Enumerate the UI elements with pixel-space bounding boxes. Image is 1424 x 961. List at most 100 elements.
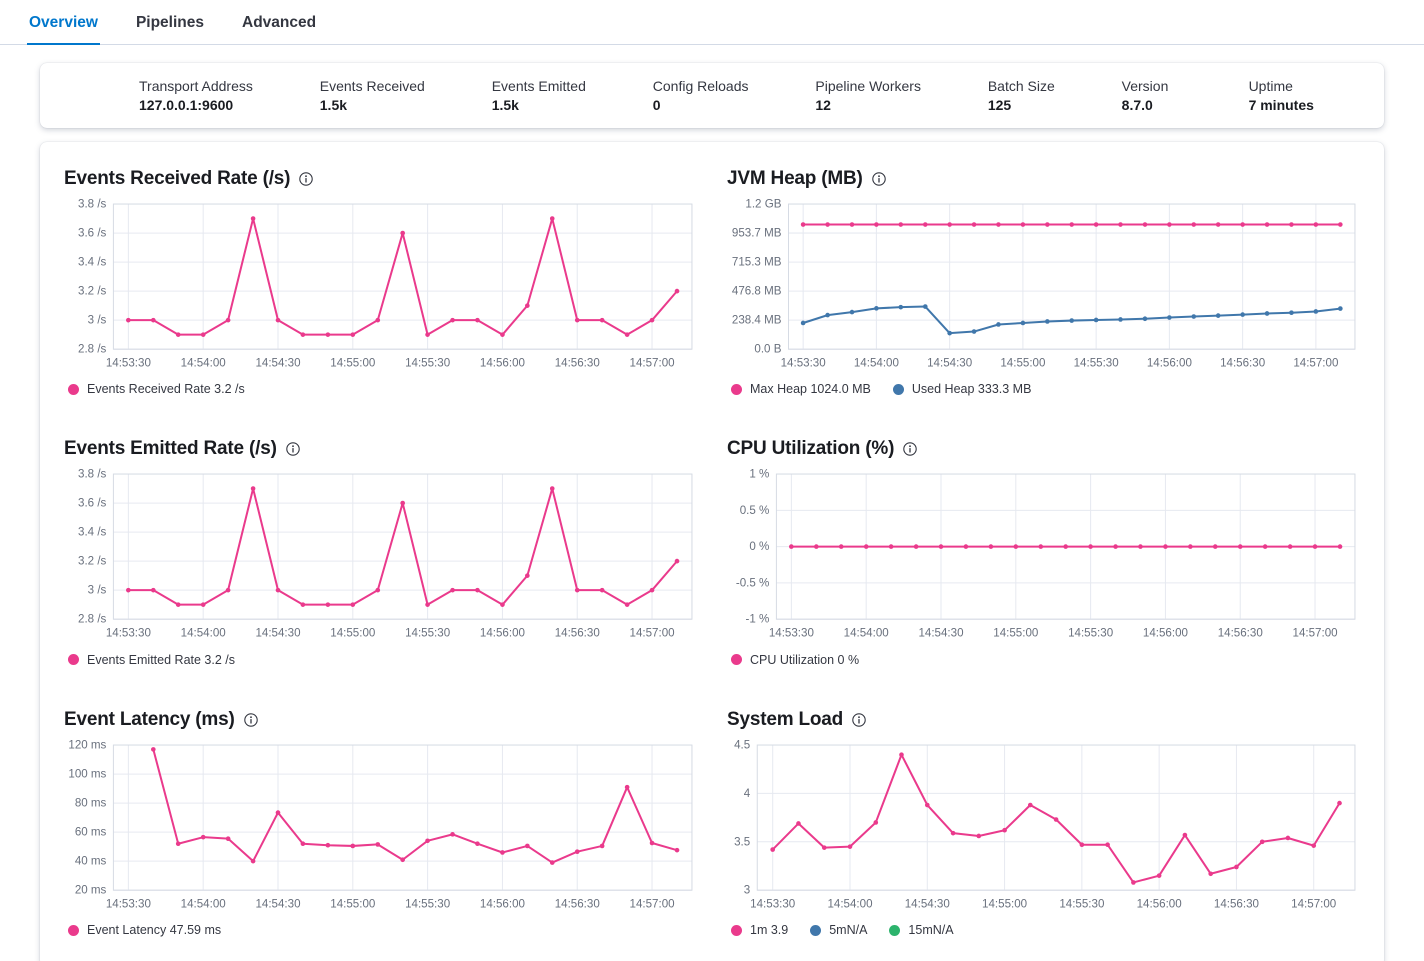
svg-text:3 /s: 3 /s bbox=[88, 315, 107, 327]
chart-cpu-utilization: CPU Utilization (%) -1 % -0.5 % 0 % 0.5 % 1 %… bbox=[727, 438, 1360, 667]
legend-label: 5mN/A bbox=[829, 923, 868, 938]
stat-label: Pipeline Workers bbox=[815, 78, 921, 94]
legend-series-dot bbox=[731, 654, 742, 666]
stat-label: Version bbox=[1121, 78, 1169, 94]
legend-series-dot bbox=[68, 383, 79, 395]
svg-text:14:56:00: 14:56:00 bbox=[1143, 628, 1188, 640]
chart-legend: Event Latency 47.59 ms bbox=[64, 923, 697, 937]
stat-uptime: Uptime 7 minutes bbox=[1249, 78, 1314, 113]
svg-text:14:54:00: 14:54:00 bbox=[181, 628, 226, 640]
svg-text:2.8 /s: 2.8 /s bbox=[78, 614, 107, 626]
chart-title-row: JVM Heap (MB) bbox=[727, 168, 1360, 190]
chart-title: System Load bbox=[727, 708, 844, 730]
legend-item[interactable]: Events Emitted Rate 3.2 /s bbox=[68, 653, 235, 667]
stat-value: 7 minutes bbox=[1248, 97, 1314, 113]
tab-bar: Overview Pipelines Advanced bbox=[0, 0, 1424, 45]
svg-text:3.4 /s: 3.4 /s bbox=[78, 257, 107, 269]
legend-series-dot bbox=[810, 924, 822, 936]
chart-events-received-rate-s: Events Received Rate (/s) 2.8 /s 3 /s 3.2 /… bbox=[64, 168, 697, 396]
chart-legend: 1m 3.9 5mN/A 15mN/A bbox=[727, 923, 1360, 937]
info-icon[interactable] bbox=[871, 172, 886, 186]
svg-text:14:56:00: 14:56:00 bbox=[480, 898, 525, 910]
stat-events-emitted: Events Emitted 1.5k bbox=[492, 78, 586, 113]
stat-events-received: Events Received 1.5k bbox=[320, 78, 425, 113]
stat-value: 125 bbox=[987, 97, 1012, 113]
stat-label: Events Received bbox=[319, 78, 425, 94]
chart-plot[interactable]: 2.8 /s 3 /s 3.2 /s 3.4 /s 3.6 /s 3.8 /s 14:53:… bbox=[64, 468, 697, 645]
legend-series-dot bbox=[892, 383, 904, 395]
chart-plot[interactable]: 0.0 B 238.4 MB 476.8 MB 715.3 MB 953.7 MB 1.2… bbox=[727, 198, 1360, 375]
svg-text:3.8 /s: 3.8 /s bbox=[78, 469, 107, 481]
legend-series-dot bbox=[68, 924, 79, 936]
legend-item[interactable]: 15mN/A bbox=[889, 923, 954, 938]
svg-text:14:55:30: 14:55:30 bbox=[1068, 628, 1113, 640]
tab-pipelines[interactable]: Pipelines bbox=[135, 14, 204, 31]
svg-text:14:55:00: 14:55:00 bbox=[1000, 357, 1045, 369]
svg-text:60 ms: 60 ms bbox=[75, 826, 107, 838]
svg-text:0 %: 0 % bbox=[749, 542, 769, 554]
svg-text:14:53:30: 14:53:30 bbox=[781, 357, 826, 369]
svg-text:14:53:30: 14:53:30 bbox=[106, 357, 151, 369]
tab-advanced[interactable]: Advanced bbox=[242, 14, 317, 31]
svg-text:14:56:30: 14:56:30 bbox=[555, 357, 600, 369]
stat-value: 8.7.0 bbox=[1121, 97, 1153, 113]
stat-label: Batch Size bbox=[987, 78, 1055, 94]
stat-config-reloads: Config Reloads 0 bbox=[653, 78, 749, 113]
legend-label: Event Latency 47.59 ms bbox=[87, 923, 222, 938]
svg-text:14:55:00: 14:55:00 bbox=[330, 357, 375, 369]
legend-label: 15mN/A bbox=[908, 923, 954, 938]
legend-item[interactable]: 5mN/A bbox=[810, 923, 867, 937]
stat-value: 1.5k bbox=[319, 97, 348, 113]
info-icon[interactable] bbox=[285, 442, 300, 457]
legend-item[interactable]: Events Received Rate 3.2 /s bbox=[68, 382, 245, 396]
svg-text:14:55:30: 14:55:30 bbox=[405, 357, 450, 369]
svg-text:14:56:30: 14:56:30 bbox=[1220, 357, 1265, 369]
chart-title-row: System Load bbox=[727, 709, 1360, 731]
svg-text:14:56:00: 14:56:00 bbox=[1137, 898, 1182, 910]
chart-plot[interactable]: -1 % -0.5 % 0 % 0.5 % 1 % 14:53:30 14:54:00 14:… bbox=[727, 468, 1360, 645]
legend-item[interactable]: Used Heap 333.3 MB bbox=[892, 382, 1032, 397]
chart-plot[interactable]: 2.8 /s 3 /s 3.2 /s 3.4 /s 3.6 /s 3.8 /s 14:53:… bbox=[64, 198, 697, 375]
svg-text:3.4 /s: 3.4 /s bbox=[78, 527, 107, 539]
svg-text:14:57:00: 14:57:00 bbox=[630, 898, 675, 910]
info-icon[interactable] bbox=[852, 713, 866, 727]
svg-text:14:54:00: 14:54:00 bbox=[854, 357, 899, 369]
legend-item[interactable]: Event Latency 47.59 ms bbox=[68, 923, 221, 937]
svg-text:3.5: 3.5 bbox=[734, 836, 750, 848]
legend-label: Used Heap 333.3 MB bbox=[911, 382, 1032, 397]
svg-text:14:54:30: 14:54:30 bbox=[918, 628, 963, 640]
chart-title-row: Events Received Rate (/s) bbox=[64, 168, 697, 190]
chart-title-row: Events Emitted Rate (/s) bbox=[64, 438, 697, 460]
chart-title-row: Event Latency (ms) bbox=[64, 709, 697, 731]
svg-text:14:56:30: 14:56:30 bbox=[555, 628, 600, 640]
legend-series-dot bbox=[731, 924, 742, 936]
chart-plot[interactable]: 20 ms 40 ms 60 ms 80 ms 100 ms 120 ms 14:53:30… bbox=[64, 739, 697, 916]
svg-text:14:55:00: 14:55:00 bbox=[993, 628, 1038, 640]
legend-label: Max Heap 1024.0 MB bbox=[750, 382, 871, 397]
svg-text:3.2 /s: 3.2 /s bbox=[78, 556, 107, 568]
svg-text:14:56:00: 14:56:00 bbox=[1147, 357, 1192, 369]
info-icon[interactable] bbox=[299, 172, 314, 186]
tab-overview[interactable]: Overview bbox=[27, 0, 100, 45]
legend-item[interactable]: 1m 3.9 bbox=[731, 923, 788, 937]
chart-legend: CPU Utilization 0 % bbox=[727, 653, 1360, 667]
svg-text:2.8 /s: 2.8 /s bbox=[78, 344, 107, 356]
info-icon[interactable] bbox=[903, 442, 917, 457]
legend-series-dot bbox=[731, 383, 742, 395]
legend-item[interactable]: CPU Utilization 0 % bbox=[731, 653, 859, 667]
svg-text:14:53:30: 14:53:30 bbox=[750, 898, 795, 910]
legend-label: 1m 3.9 bbox=[750, 923, 789, 938]
legend-series-dot bbox=[889, 924, 901, 936]
info-icon[interactable] bbox=[243, 713, 258, 727]
chart-plot[interactable]: 3 3.5 4 4.5 14:53:30 14:54:00 14:54:30 14:55:00… bbox=[727, 739, 1360, 916]
legend-label: Events Received Rate 3.2 /s bbox=[87, 382, 245, 397]
svg-text:14:55:30: 14:55:30 bbox=[405, 628, 450, 640]
stat-batch-size: Batch Size 125 bbox=[988, 78, 1055, 113]
svg-text:-1 %: -1 % bbox=[746, 614, 770, 626]
legend-item[interactable]: Max Heap 1024.0 MB bbox=[731, 382, 871, 396]
svg-text:3.6 /s: 3.6 /s bbox=[78, 228, 107, 240]
chart-title: Events Received Rate (/s) bbox=[64, 168, 291, 189]
chart-events-emitted-rate-s: Events Emitted Rate (/s) 2.8 /s 3 /s 3.2 /s… bbox=[64, 438, 697, 667]
svg-text:3.8 /s: 3.8 /s bbox=[78, 199, 107, 211]
stat-pipeline-workers: Pipeline Workers 12 bbox=[815, 78, 921, 113]
